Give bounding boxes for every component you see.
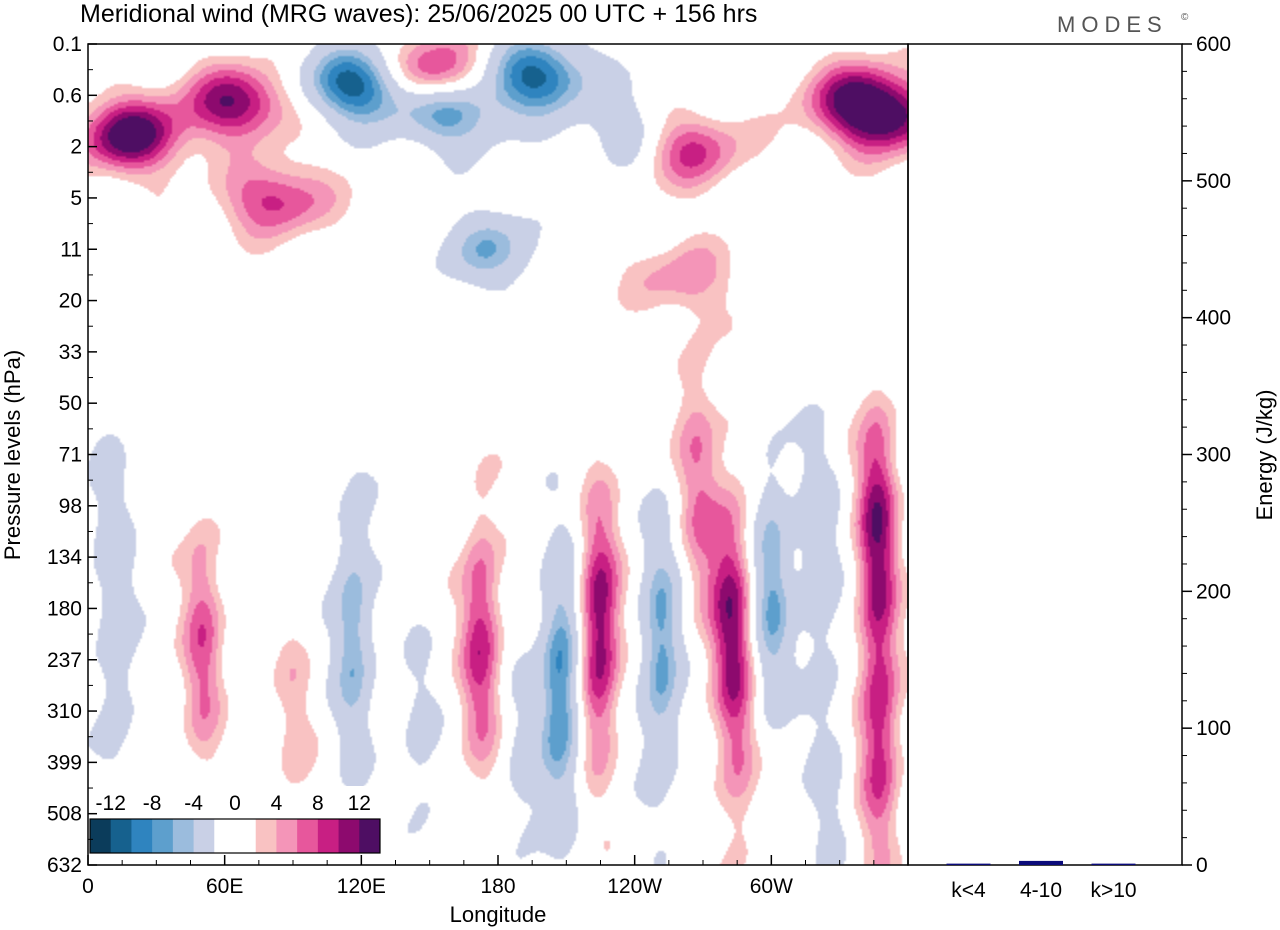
x-axis-label: Longitude — [450, 902, 547, 927]
energy-bar — [1091, 863, 1136, 865]
energy-tick-label: 300 — [1196, 444, 1231, 467]
colorbar-label: -12 — [96, 792, 126, 815]
y-tick-label: 237 — [47, 649, 82, 672]
colorbar-swatch — [152, 819, 174, 853]
y-tick-label: 0.6 — [53, 84, 82, 107]
colorbar-swatch — [255, 819, 277, 853]
colorbar-swatch — [297, 819, 319, 853]
wavenumber-axis: k<4 4-10 k>10 — [951, 879, 1136, 902]
energy-axis: 0 100 200 300 400 500 600 — [1182, 33, 1231, 877]
energy-tick-label: 400 — [1196, 307, 1231, 330]
brand-text: MODES — [1057, 12, 1168, 37]
colorbar-label: 12 — [348, 792, 371, 815]
heatmap-plot: -12 -8 -4 0 4 8 12 0.1 0.6 2 5 11 20 33 50 71 98 134 180 2… — [0, 33, 909, 927]
colorbar-swatch — [131, 819, 153, 853]
colorbar-label: 0 — [229, 792, 241, 815]
y-tick-label: 0.1 — [53, 33, 82, 56]
energy-axis-label: Energy (J/kg) — [1252, 390, 1277, 521]
y-tick-label: 71 — [59, 444, 82, 467]
colorbar-swatch — [214, 819, 236, 853]
bar-category-label: 4-10 — [1020, 879, 1062, 902]
energy-bar-chart: 0 100 200 300 400 500 600 k<4 4-10 k>10 Energy (… — [907, 33, 1277, 902]
energy-tick-label: 600 — [1196, 33, 1231, 56]
colorbar-frame — [89, 818, 381, 854]
bar-category-label: k>10 — [1090, 879, 1136, 902]
bar-frame — [907, 43, 1183, 866]
colorbar-swatch — [317, 819, 340, 853]
brand-logo: MODES © — [1057, 12, 1189, 37]
x-tick-label: 120E — [337, 875, 386, 898]
colorbar-label: -4 — [184, 792, 203, 815]
x-tick-label: 180 — [480, 875, 515, 898]
heatmap-field — [88, 44, 908, 865]
y-tick-label: 2 — [70, 136, 82, 159]
brand-mark: © — [1181, 12, 1189, 23]
y-tick-label: 399 — [47, 751, 82, 774]
colorbar-swatch — [193, 819, 215, 853]
energy-bar — [946, 863, 991, 865]
bar-category-label: k<4 — [951, 879, 986, 902]
energy-tick-label: 200 — [1196, 580, 1231, 603]
y-tick-label: 508 — [47, 803, 82, 826]
colorbar-swatch — [172, 819, 195, 853]
colorbar: -12 -8 -4 0 4 8 12 — [88, 786, 382, 858]
y-axis-label: Pressure levels (hPa) — [0, 350, 25, 560]
y-tick-label: 11 — [60, 238, 82, 261]
colorbar-swatch — [90, 819, 112, 853]
y-tick-label: 98 — [59, 495, 82, 518]
energy-tick-label: 100 — [1196, 717, 1231, 740]
x-tick-label: 120W — [607, 875, 662, 898]
y-tick-label: 632 — [47, 854, 82, 877]
colorbar-label: 4 — [271, 792, 283, 815]
energy-bar — [1019, 860, 1063, 865]
y-tick-label: 310 — [47, 700, 82, 723]
y-tick-label: 33 — [59, 341, 82, 364]
y-tick-label: 5 — [70, 187, 82, 210]
colorbar-swatch — [235, 819, 257, 853]
energy-tick-label: 500 — [1196, 170, 1231, 193]
chart-title: Meridional wind (MRG waves): 25/06/2025 … — [80, 0, 757, 28]
x-tick-label: 0 — [82, 875, 94, 898]
colorbar-swatch — [276, 819, 298, 853]
x-tick-label: 60W — [750, 875, 793, 898]
colorbar-swatch — [359, 819, 381, 853]
colorbar-label: -8 — [143, 792, 162, 815]
y-tick-label: 20 — [59, 290, 82, 313]
x-tick-label: 60E — [206, 875, 243, 898]
colorbar-swatch — [110, 819, 132, 853]
colorbar-label: 8 — [312, 792, 324, 815]
y-tick-label: 50 — [59, 392, 82, 415]
pressure-axis: 0.1 0.6 2 5 11 20 33 50 71 98 134 180 237 310 399 508 63… — [47, 33, 97, 877]
y-tick-label: 134 — [47, 546, 82, 569]
y-tick-label: 180 — [47, 597, 82, 620]
longitude-axis: 0 60E 120E 180 120W 60W — [82, 855, 875, 898]
energy-tick-label: 0 — [1196, 854, 1208, 877]
colorbar-swatch — [338, 819, 360, 853]
